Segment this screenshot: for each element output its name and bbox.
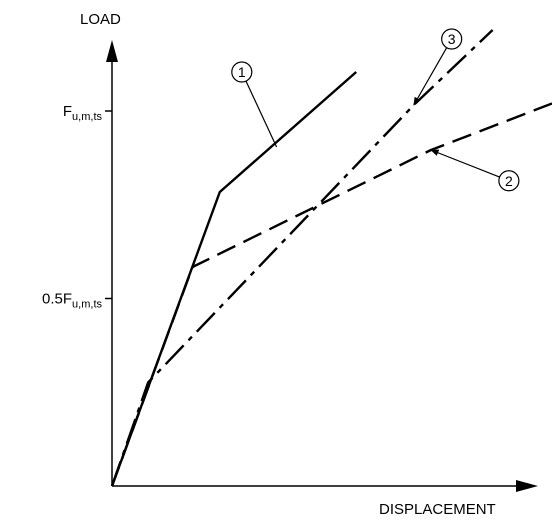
y-axis-label: LOAD bbox=[80, 11, 121, 28]
y-tick-label-main-0: 0.5F bbox=[42, 291, 72, 308]
series-1-line bbox=[110, 71, 357, 487]
y-tick-label-1: Fu,m,ts bbox=[63, 103, 103, 123]
callout-2-label: 2 bbox=[505, 173, 513, 189]
x-axis-arrow-icon bbox=[516, 480, 538, 492]
y-tick-label-main-1: F bbox=[63, 103, 72, 120]
y-tick-label-sub-0: u,m,ts bbox=[72, 299, 102, 311]
series-3-line bbox=[110, 29, 494, 487]
callout-1-circle bbox=[231, 61, 253, 83]
y-tick-label-sub-1: u,m,ts bbox=[72, 111, 102, 123]
y-tick-label-0: 0.5Fu,m,ts bbox=[42, 291, 102, 311]
callout-3-label: 3 bbox=[448, 31, 456, 47]
x-axis-label: DISPLACEMENT bbox=[379, 501, 496, 518]
callout-1-leader bbox=[245, 80, 278, 148]
callout-1-label: 1 bbox=[238, 64, 246, 80]
callout-3-leader bbox=[413, 47, 448, 106]
series-2-line bbox=[110, 102, 552, 487]
callout-3-circle bbox=[441, 28, 463, 50]
callout-2-leader bbox=[430, 149, 500, 178]
callout-2-circle bbox=[498, 170, 520, 192]
y-axis-arrow-icon bbox=[106, 40, 118, 62]
series-layer bbox=[110, 29, 552, 487]
callout-layer: 1 2 3 bbox=[231, 28, 520, 192]
